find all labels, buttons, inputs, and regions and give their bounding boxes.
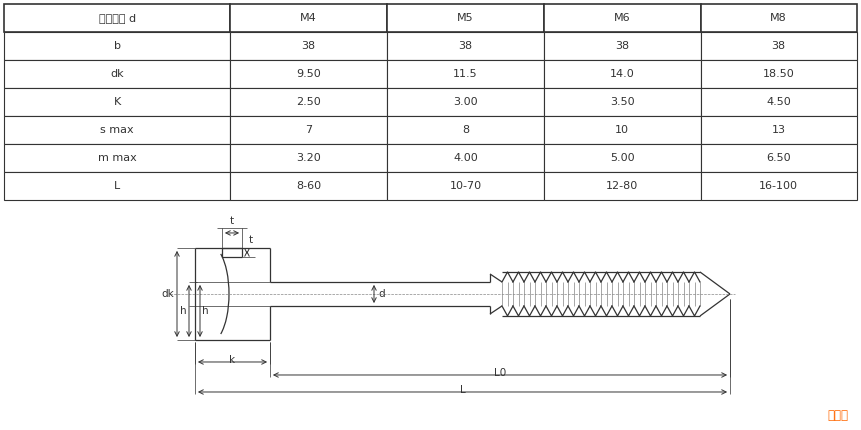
Bar (701, 144, 857, 172)
Text: K: K (114, 97, 121, 107)
Text: t: t (249, 235, 253, 245)
Text: t: t (230, 216, 234, 226)
Text: 38: 38 (771, 41, 786, 51)
Text: 12-80: 12-80 (606, 181, 638, 191)
Bar (544, 32, 701, 60)
Bar (544, 172, 701, 200)
Text: 10: 10 (616, 125, 629, 135)
Bar (701, 32, 857, 60)
Text: 4.50: 4.50 (766, 97, 791, 107)
Text: 9.50: 9.50 (296, 69, 321, 79)
Text: 16-100: 16-100 (759, 181, 798, 191)
Bar (387, 116, 544, 144)
Bar (387, 32, 544, 60)
Bar (4, 4, 230, 32)
Bar (701, 60, 857, 88)
Text: dk: dk (110, 69, 124, 79)
Text: 3.50: 3.50 (610, 97, 635, 107)
Bar (230, 172, 387, 200)
Text: 3.00: 3.00 (453, 97, 478, 107)
Text: s max: s max (101, 125, 134, 135)
Bar (387, 88, 544, 116)
Bar (4, 144, 230, 172)
Bar (701, 88, 857, 116)
Bar (4, 32, 230, 60)
Text: k: k (229, 355, 236, 365)
Text: M8: M8 (771, 13, 787, 23)
Text: b: b (114, 41, 121, 51)
Bar (701, 172, 857, 200)
Bar (387, 144, 544, 172)
Text: 4.00: 4.00 (453, 153, 478, 163)
Text: 螺纹直径 d: 螺纹直径 d (99, 13, 136, 23)
Text: 11.5: 11.5 (453, 69, 478, 79)
Bar (230, 60, 387, 88)
Bar (230, 144, 387, 172)
Bar (544, 88, 701, 116)
Bar (230, 116, 387, 144)
Text: 38: 38 (616, 41, 629, 51)
Bar (701, 116, 857, 144)
Text: M5: M5 (457, 13, 474, 23)
Text: 3.20: 3.20 (296, 153, 321, 163)
Text: dk: dk (161, 289, 174, 299)
Text: 38: 38 (458, 41, 473, 51)
Text: 8-60: 8-60 (296, 181, 321, 191)
Bar (544, 4, 701, 32)
Bar (230, 4, 387, 32)
Text: M6: M6 (614, 13, 630, 23)
Bar (544, 60, 701, 88)
Text: d: d (378, 289, 385, 299)
Bar (4, 60, 230, 88)
Bar (544, 116, 701, 144)
Text: 7: 7 (305, 125, 313, 135)
Bar (544, 144, 701, 172)
Bar (4, 116, 230, 144)
Text: 18.50: 18.50 (763, 69, 795, 79)
Text: L: L (460, 385, 466, 395)
Text: 2.50: 2.50 (296, 97, 321, 107)
Text: 5.00: 5.00 (610, 153, 635, 163)
Text: 6.50: 6.50 (766, 153, 791, 163)
Text: h: h (202, 306, 208, 316)
Bar (387, 172, 544, 200)
Text: 38: 38 (301, 41, 316, 51)
Bar (387, 60, 544, 88)
Bar (701, 4, 857, 32)
Bar (387, 4, 544, 32)
Text: 繁荣网: 繁荣网 (827, 409, 848, 422)
Bar (230, 32, 387, 60)
Text: L: L (115, 181, 121, 191)
Text: m max: m max (98, 153, 137, 163)
Text: h: h (180, 306, 187, 316)
Text: L0: L0 (494, 368, 506, 378)
Bar (230, 88, 387, 116)
Text: 8: 8 (461, 125, 469, 135)
Bar (4, 172, 230, 200)
Text: 13: 13 (771, 125, 786, 135)
Text: 10-70: 10-70 (449, 181, 481, 191)
Bar (4, 88, 230, 116)
Text: M4: M4 (300, 13, 317, 23)
Text: 14.0: 14.0 (610, 69, 635, 79)
